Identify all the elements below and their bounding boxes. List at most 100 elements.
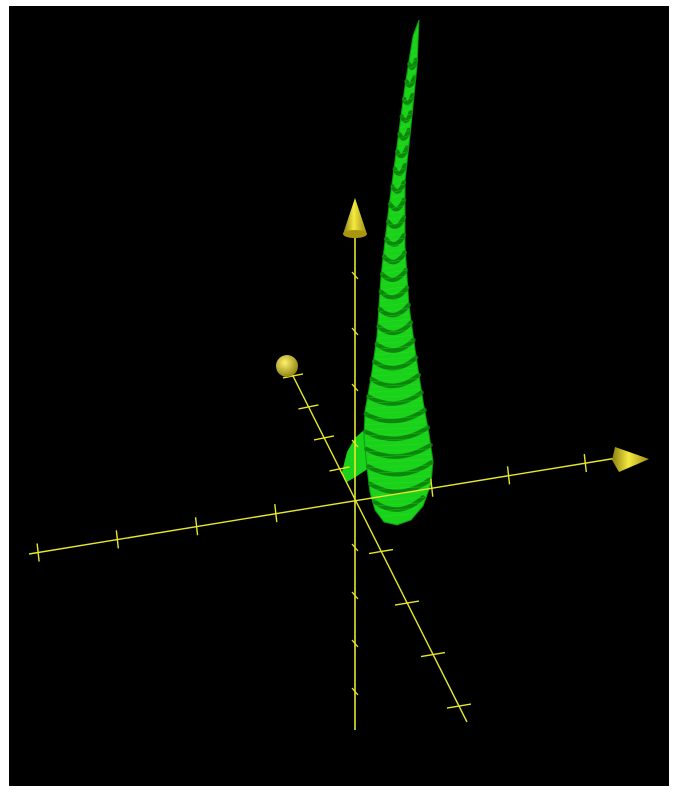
- surface-mesh-line-26: [394, 167, 406, 172]
- surface-mesh-line-2: [412, 38, 418, 42]
- y-axis: [276, 355, 472, 723]
- surface-mesh-line-4: [411, 48, 417, 53]
- surface-mesh-line-50: [380, 297, 408, 301]
- surface-mesh-line-18: [400, 124, 410, 129]
- surface-band-25: [368, 477, 432, 495]
- surface-mesh-line-31: [390, 194, 405, 199]
- surface-mesh-line-52: [379, 308, 409, 312]
- surface-mesh-line-10: [406, 81, 415, 85]
- x-axis-ticks: [36, 454, 587, 562]
- surface-bands: [362, 32, 434, 517]
- y-tick-neg-2: [313, 435, 335, 441]
- z-axis-arrow-cone: [343, 198, 367, 234]
- surface-mesh-line-72: [365, 416, 426, 420]
- surface-mesh-line-90: [380, 513, 413, 517]
- y-tick-neg-4: [282, 373, 304, 379]
- surface-mesh-line-41: [384, 248, 405, 253]
- surface-mesh-line-68: [368, 394, 422, 399]
- surface-mesh-line-38: [386, 232, 405, 237]
- surface-mesh-line-24: [396, 156, 407, 161]
- surface-mesh-line-75: [365, 432, 429, 436]
- y-tick-pos-1: [368, 548, 394, 555]
- surface-mesh-line-21: [398, 140, 409, 145]
- x-axis: [28, 447, 649, 562]
- surface-mesh-line-28: [393, 178, 405, 183]
- surface-mesh-line-46: [381, 275, 407, 280]
- surface-mesh-line-30: [391, 189, 405, 193]
- x-tick-pos-1: [430, 478, 434, 497]
- surface-mesh-line-49: [380, 291, 408, 296]
- x-tick-neg-3: [115, 530, 120, 549]
- z-tick-pos-3: [351, 327, 359, 336]
- surface-mesh-line-33: [389, 205, 405, 210]
- surface-mesh-line-23: [396, 151, 407, 156]
- z-tick-pos-2: [351, 383, 359, 392]
- surface-band-1: [406, 57, 419, 70]
- surface-mesh-line-67: [369, 389, 421, 393]
- surface-mesh-line-71: [365, 410, 425, 415]
- surface-mesh-line-12: [404, 92, 414, 96]
- surface-mesh-line-80: [367, 459, 432, 463]
- surface-band-5: [397, 127, 412, 141]
- surface-mesh-line-37: [387, 227, 405, 231]
- x-tick-neg-2: [194, 517, 199, 536]
- surface-mesh-line-69: [367, 399, 423, 404]
- surface-mesh-line-73: [365, 421, 427, 426]
- z-axis-arrow-cone-base: [343, 230, 367, 238]
- x-axis-arrow-cone: [612, 447, 649, 472]
- surface-mesh-line-43: [383, 259, 406, 264]
- surface-mesh-line-77: [365, 443, 430, 447]
- surface-band-6: [394, 145, 410, 159]
- z-tick-neg-2: [351, 591, 359, 600]
- surface-mesh-line-27: [393, 173, 405, 177]
- surface-mesh-line-57: [377, 335, 413, 339]
- surface-mesh-line-17: [401, 119, 411, 123]
- surface-mesh-line-78: [366, 448, 431, 453]
- y-tick-neg-3: [298, 404, 319, 410]
- surface-mesh-line-65: [371, 378, 420, 382]
- surface-mesh-line-22: [397, 146, 408, 150]
- z-tick-pos-1: [351, 439, 359, 448]
- surface-mesh-line-74: [365, 426, 428, 431]
- surface-mesh-line-83: [369, 475, 431, 480]
- surface-mesh-line-13: [403, 97, 413, 102]
- surface-mesh-line-81: [367, 464, 432, 469]
- surface-mesh-line-79: [366, 453, 432, 458]
- surface-mesh-line-44: [382, 264, 406, 269]
- surface-band-14: [378, 285, 410, 300]
- y-tick-pos-2: [394, 600, 420, 606]
- surface-mesh-line-76: [365, 437, 430, 442]
- surface-mesh-line-36: [387, 221, 405, 226]
- 3d-viewport[interactable]: [9, 6, 669, 786]
- surface-mesh-line-47: [381, 281, 407, 285]
- z-tick-neg-4: [351, 687, 359, 696]
- surface-mesh-line-34: [389, 210, 405, 215]
- y-tick-pos-4: [446, 703, 472, 709]
- surface-mesh-line-19: [399, 129, 410, 134]
- x-tick-pos-3: [583, 454, 587, 473]
- surface-mesh-line-61: [374, 356, 416, 361]
- surface-mesh-line-16: [401, 113, 411, 118]
- 3d-scene: [28, 19, 649, 730]
- surface-mesh-line-8: [407, 70, 416, 75]
- surface-mesh-line-11: [405, 86, 414, 91]
- surface-mesh-line-1: [413, 32, 418, 37]
- surface-mesh-line-85: [370, 486, 428, 490]
- surface-band-13: [379, 267, 409, 282]
- surface-band-17: [374, 337, 416, 353]
- x-tick-neg-1: [274, 504, 278, 523]
- z-tick-neg-1: [351, 543, 359, 552]
- surface-mesh-line-15: [402, 108, 412, 112]
- surface-mesh-line-56: [378, 329, 412, 334]
- y-tick-neg-1: [329, 466, 350, 472]
- surface-band-22: [362, 425, 431, 442]
- surface-mesh-line-42: [384, 254, 405, 258]
- surface-mesh-line-40: [385, 243, 405, 247]
- surface-mesh-line-59: [376, 345, 415, 350]
- surface-mesh-line-70: [366, 405, 424, 409]
- surface-mesh-line-89: [376, 507, 418, 512]
- surface-edge: [363, 19, 434, 526]
- surface-mesh-line-63: [373, 367, 418, 372]
- surface-mesh-line-84: [370, 480, 430, 485]
- x-tick-neg-4: [36, 543, 40, 562]
